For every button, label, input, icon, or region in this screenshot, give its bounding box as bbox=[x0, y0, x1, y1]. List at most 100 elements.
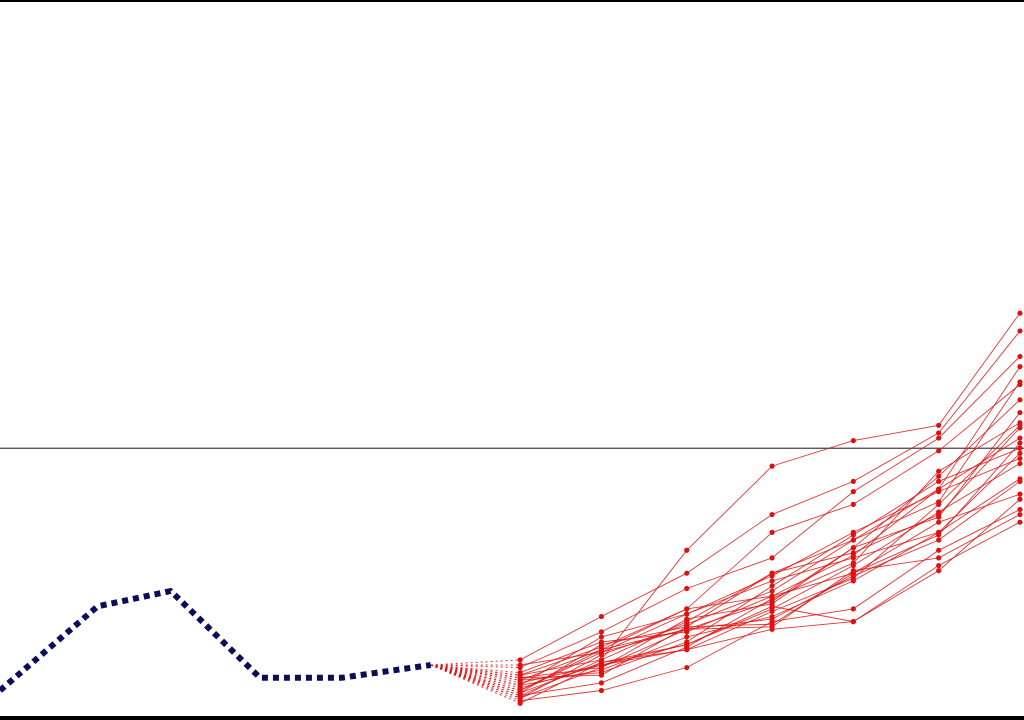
forecast-point bbox=[936, 489, 942, 495]
forecast-point bbox=[1017, 381, 1023, 388]
forecast-point bbox=[1017, 460, 1023, 467]
forecast-path-22 bbox=[430, 409, 1023, 681]
forecast-point bbox=[936, 514, 942, 520]
forecast-point bbox=[1017, 519, 1023, 525]
forecast-point bbox=[936, 430, 942, 436]
forecast-point bbox=[684, 585, 690, 592]
forecast-point bbox=[850, 501, 856, 507]
forecast-connector bbox=[430, 664, 521, 691]
forecast-point bbox=[1017, 445, 1023, 451]
forecast-point bbox=[598, 642, 604, 648]
forecast-point bbox=[684, 606, 690, 612]
forecast-point bbox=[517, 657, 523, 663]
forecast-point bbox=[684, 634, 690, 640]
forecast-point bbox=[850, 606, 856, 612]
forecast-point bbox=[936, 529, 942, 536]
forecast-point bbox=[936, 448, 942, 454]
forecast-connector bbox=[430, 664, 521, 697]
forecast-point bbox=[684, 626, 690, 632]
forecast-point bbox=[850, 537, 856, 543]
forecast-point bbox=[684, 570, 690, 576]
forecast-point bbox=[517, 682, 523, 689]
forecast-point bbox=[769, 596, 775, 602]
history-layer bbox=[0, 588, 432, 693]
forecast-point bbox=[850, 560, 856, 566]
forecast-point bbox=[1017, 420, 1023, 426]
forecast-point bbox=[936, 422, 942, 428]
forecast-point bbox=[684, 664, 690, 671]
forecast-point bbox=[850, 489, 856, 495]
forecast-point bbox=[936, 519, 942, 525]
forecast-point bbox=[936, 562, 942, 569]
forecast-point bbox=[598, 664, 604, 671]
forecast-point bbox=[1017, 506, 1023, 513]
forecast-point bbox=[769, 511, 775, 518]
forecast-point bbox=[684, 611, 690, 617]
forecast-connector bbox=[430, 664, 521, 686]
forecast-point bbox=[936, 555, 942, 561]
forecast-point bbox=[850, 438, 856, 444]
forecast-point bbox=[1017, 455, 1023, 462]
forecast-point bbox=[769, 588, 775, 594]
forecast-point bbox=[598, 634, 604, 640]
forecast-point bbox=[769, 555, 775, 561]
forecast-point bbox=[1017, 511, 1023, 518]
forecast-point bbox=[1017, 450, 1023, 456]
forecast-point bbox=[1017, 310, 1023, 316]
forecast-point bbox=[598, 670, 604, 676]
forecast-point bbox=[936, 478, 942, 484]
forecast-point bbox=[769, 601, 775, 607]
forecast-point bbox=[1017, 491, 1023, 497]
forecast-point bbox=[936, 435, 942, 441]
forecast-point bbox=[1017, 435, 1023, 441]
forecast-point bbox=[1017, 440, 1023, 446]
forecast-point bbox=[1017, 328, 1023, 334]
forecast-point bbox=[769, 463, 775, 469]
forecast-point bbox=[769, 573, 775, 579]
forecast-point bbox=[936, 568, 942, 574]
forecast-point bbox=[850, 573, 856, 579]
forecast-point bbox=[517, 662, 523, 668]
forecast-point bbox=[850, 568, 856, 574]
forecast-path-23 bbox=[430, 420, 1023, 699]
forecast-point bbox=[769, 578, 775, 584]
forecast-point bbox=[850, 555, 856, 561]
forecast-point bbox=[684, 547, 690, 553]
forecast-point bbox=[1017, 478, 1023, 484]
forecast-layer bbox=[430, 310, 1023, 706]
forecast-point bbox=[517, 687, 523, 694]
forecast-point bbox=[936, 547, 942, 553]
forecast-point bbox=[769, 616, 775, 622]
forecast-point bbox=[598, 657, 604, 663]
forecast-path-10 bbox=[430, 328, 1023, 666]
forecast-path-15 bbox=[430, 310, 1023, 678]
forecast-point bbox=[850, 550, 856, 556]
forecast-point bbox=[850, 529, 856, 536]
forecast-point bbox=[769, 529, 775, 536]
forecast-point bbox=[850, 545, 856, 551]
forecast-point bbox=[1017, 364, 1023, 370]
forecast-point bbox=[598, 629, 604, 635]
forecast-point bbox=[1017, 397, 1023, 403]
forecast-point bbox=[684, 644, 690, 650]
forecast-point bbox=[598, 613, 604, 620]
forecast-point bbox=[769, 624, 775, 630]
forecast-point bbox=[517, 693, 523, 699]
forecast-point bbox=[936, 501, 942, 507]
forecast-point bbox=[1017, 409, 1023, 416]
forecast-connector bbox=[430, 664, 521, 681]
forecast-point bbox=[684, 616, 690, 622]
forecast-point bbox=[769, 583, 775, 589]
forecast-point bbox=[936, 468, 942, 474]
forecast-point bbox=[1017, 425, 1023, 431]
forecast-point bbox=[936, 473, 942, 479]
forecast-point bbox=[1017, 496, 1023, 502]
forecast-point bbox=[1017, 353, 1023, 360]
forecast-point bbox=[598, 680, 604, 686]
forecast-point bbox=[850, 478, 856, 484]
forecast-point bbox=[517, 677, 523, 683]
forecast-point bbox=[598, 647, 604, 653]
